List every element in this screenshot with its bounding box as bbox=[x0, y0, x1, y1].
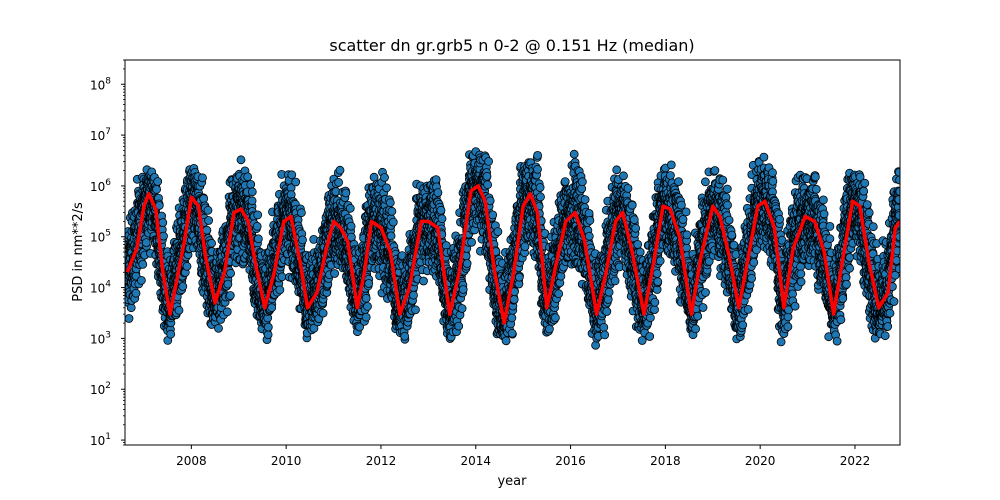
chart-title: scatter dn gr.grb5 n 0-2 @ 0.151 Hz (med… bbox=[329, 36, 694, 55]
scatter-point bbox=[141, 238, 151, 248]
scatter-point bbox=[363, 301, 372, 311]
scatter-point bbox=[457, 304, 467, 313]
scatter-point bbox=[131, 288, 141, 298]
scatter-point bbox=[488, 210, 498, 220]
scatter-point bbox=[263, 322, 273, 332]
scatter-point bbox=[514, 272, 524, 282]
scatter-point bbox=[222, 307, 232, 317]
scatter-point bbox=[202, 225, 212, 235]
scatter-point bbox=[277, 272, 287, 282]
scatter-point bbox=[454, 321, 464, 331]
scatter-point bbox=[385, 198, 395, 208]
scatter-point bbox=[214, 323, 223, 333]
scatter-point bbox=[136, 275, 146, 285]
scatter-point bbox=[318, 308, 328, 318]
scatter-point bbox=[153, 177, 163, 186]
scatter-point bbox=[125, 314, 134, 323]
scatter-point bbox=[400, 331, 410, 341]
scatter-point bbox=[247, 196, 257, 206]
scatter-point bbox=[126, 303, 136, 313]
scatter-point bbox=[462, 259, 472, 268]
scatter-point bbox=[246, 179, 256, 189]
scatter-point bbox=[236, 155, 246, 165]
scatter-point bbox=[380, 173, 389, 182]
scatter-point bbox=[178, 282, 188, 291]
scatter-point bbox=[253, 210, 263, 220]
scatter-point bbox=[409, 290, 418, 300]
scatter-point bbox=[243, 172, 253, 182]
scatter-point bbox=[346, 221, 356, 231]
scatter-point bbox=[485, 196, 495, 206]
scatter-point bbox=[226, 268, 236, 278]
scatter-point bbox=[223, 279, 233, 289]
scatter-point bbox=[433, 188, 443, 198]
scatter-point bbox=[437, 214, 447, 224]
scatter-point bbox=[138, 259, 148, 269]
scatter-point bbox=[198, 173, 207, 183]
scatter-point bbox=[253, 234, 263, 244]
scatter-point bbox=[291, 177, 301, 187]
scatter-point bbox=[507, 313, 517, 323]
scatter-point bbox=[361, 293, 371, 303]
scatter-point bbox=[483, 180, 493, 190]
scatter-point bbox=[330, 269, 340, 278]
scatter-point bbox=[152, 184, 162, 194]
scatter-point bbox=[382, 183, 392, 193]
scatter-point bbox=[361, 312, 371, 322]
scatter-point bbox=[482, 171, 492, 181]
scatter-point bbox=[247, 187, 257, 197]
scatter-point bbox=[467, 237, 477, 247]
scatter-point bbox=[204, 216, 214, 225]
scatter-point bbox=[203, 205, 213, 215]
scatter-point bbox=[199, 194, 209, 204]
scatter-point bbox=[484, 156, 494, 166]
scatter-point bbox=[436, 205, 446, 215]
scatter-point bbox=[507, 328, 517, 338]
scatter-point bbox=[419, 276, 428, 286]
scatter-point bbox=[387, 206, 397, 216]
scatter-point bbox=[493, 227, 503, 237]
scatter-point bbox=[263, 330, 273, 340]
scatter-point bbox=[174, 305, 184, 315]
scatter-point bbox=[296, 208, 306, 218]
scatter-point bbox=[182, 261, 192, 271]
scatter-point bbox=[275, 285, 285, 295]
scatter-point bbox=[287, 170, 297, 180]
scatter-point bbox=[298, 235, 307, 245]
scatter-point bbox=[411, 305, 420, 315]
scatter-point bbox=[335, 165, 345, 175]
scatter-point bbox=[345, 203, 355, 213]
scatter-point bbox=[207, 238, 217, 248]
scatter-point bbox=[166, 329, 176, 339]
scatter-point bbox=[225, 291, 235, 300]
scatter-point bbox=[158, 218, 168, 228]
scatter-point bbox=[267, 303, 277, 313]
scatter-point bbox=[341, 188, 351, 198]
scatter-point bbox=[364, 279, 374, 288]
scatter-point bbox=[458, 285, 468, 294]
scatter-point bbox=[252, 221, 262, 231]
scatter-point bbox=[386, 231, 396, 241]
scatter-point bbox=[509, 295, 519, 304]
scatter-point bbox=[388, 217, 398, 227]
scatter-point bbox=[431, 175, 441, 185]
scatter-point bbox=[501, 336, 511, 346]
scatter-point bbox=[334, 177, 344, 187]
